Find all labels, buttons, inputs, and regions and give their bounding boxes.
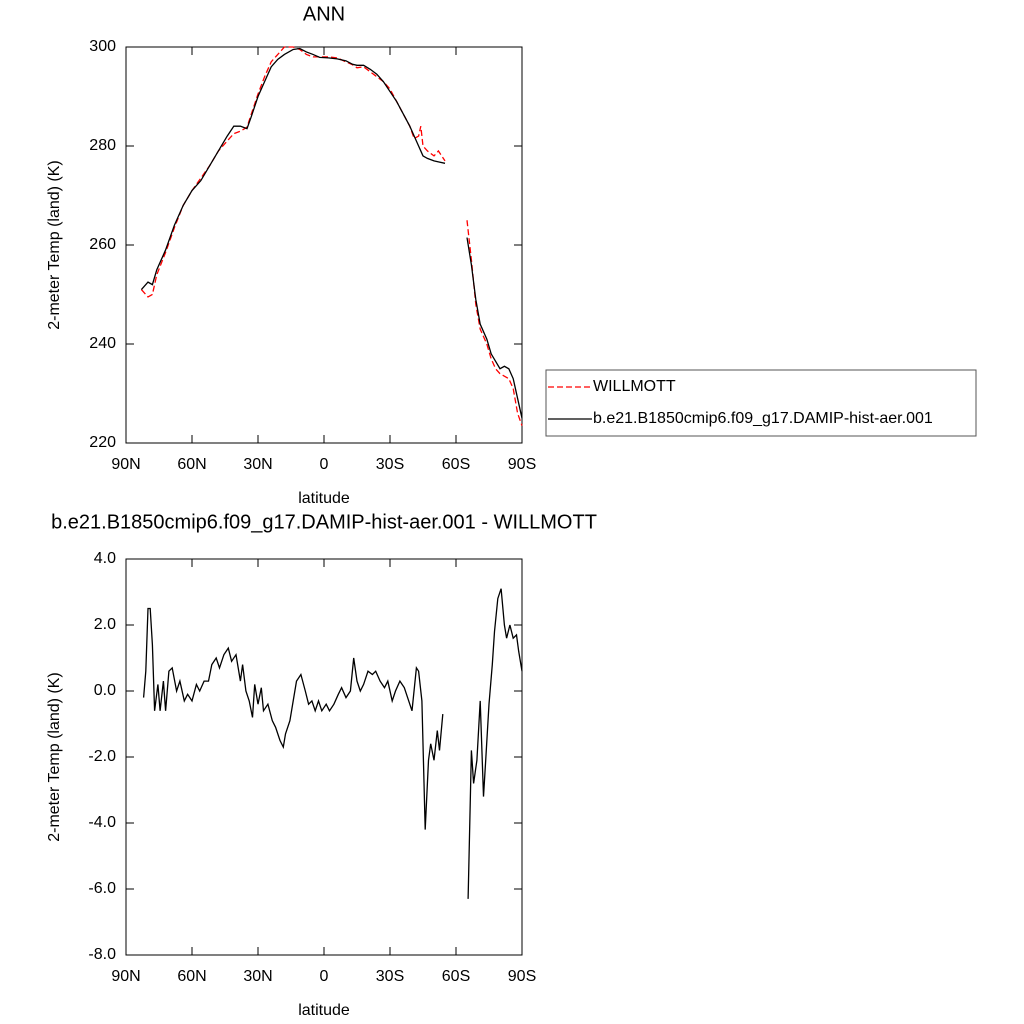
x-tick-label: 90N	[111, 456, 140, 473]
x-tick-label: 90S	[508, 456, 536, 473]
plot-frame	[125, 46, 523, 444]
y-tick-label: 2.0	[94, 616, 116, 633]
x-tick-label: 30N	[243, 968, 272, 985]
chart-title: ANN	[303, 3, 345, 25]
y-tick-label: -2.0	[88, 748, 116, 765]
x-tick-label: 30N	[243, 456, 272, 473]
y-tick-label: -6.0	[88, 880, 116, 897]
x-tick-label: 0	[320, 456, 329, 473]
y-axis-label: 2-meter Temp (land) (K)	[46, 160, 63, 330]
data-line	[140, 47, 523, 419]
y-tick-label: 260	[89, 236, 116, 253]
legend-box	[545, 369, 977, 437]
y-tick-label: 240	[89, 335, 116, 352]
x-axis-label: latitude	[298, 1002, 350, 1019]
y-tick-label: 300	[89, 38, 116, 55]
y-tick-label: 280	[89, 137, 116, 154]
plot-frame	[125, 558, 523, 956]
y-tick-label: 0.0	[94, 682, 116, 699]
x-tick-label: 30S	[376, 968, 404, 985]
x-tick-label: 30S	[376, 456, 404, 473]
x-tick-label: 0	[320, 968, 329, 985]
x-tick-label: 60S	[442, 968, 470, 985]
x-tick-label: 90S	[508, 968, 536, 985]
y-tick-label: 4.0	[94, 550, 116, 567]
chart-title: b.e21.B1850cmip6.f09_g17.DAMIP-hist-aer.…	[51, 511, 597, 533]
y-axis-label: 2-meter Temp (land) (K)	[46, 672, 63, 842]
x-tick-label: 60N	[177, 456, 206, 473]
legend: WILLMOTT b.e21.B1850cmip6.f09_g17.DAMIP-h…	[545, 369, 977, 437]
y-tick-label: -8.0	[88, 946, 116, 963]
y-tick-label: 220	[89, 434, 116, 451]
x-axis-label: latitude	[298, 490, 350, 507]
data-line	[140, 46, 523, 426]
x-tick-label: 60N	[177, 968, 206, 985]
data-line	[142, 588, 523, 899]
legend-label: WILLMOTT	[593, 378, 676, 395]
legend-label: b.e21.B1850cmip6.f09_g17.DAMIP-hist-aer.…	[593, 410, 933, 427]
x-tick-label: 60S	[442, 456, 470, 473]
x-tick-label: 90N	[111, 968, 140, 985]
y-tick-label: -4.0	[88, 814, 116, 831]
chart: ANN latitude 2-meter Temp (land) (K) 220 240…	[46, 3, 977, 507]
chart: b.e21.B1850cmip6.f09_g17.DAMIP-hist-aer.…	[46, 511, 597, 1019]
